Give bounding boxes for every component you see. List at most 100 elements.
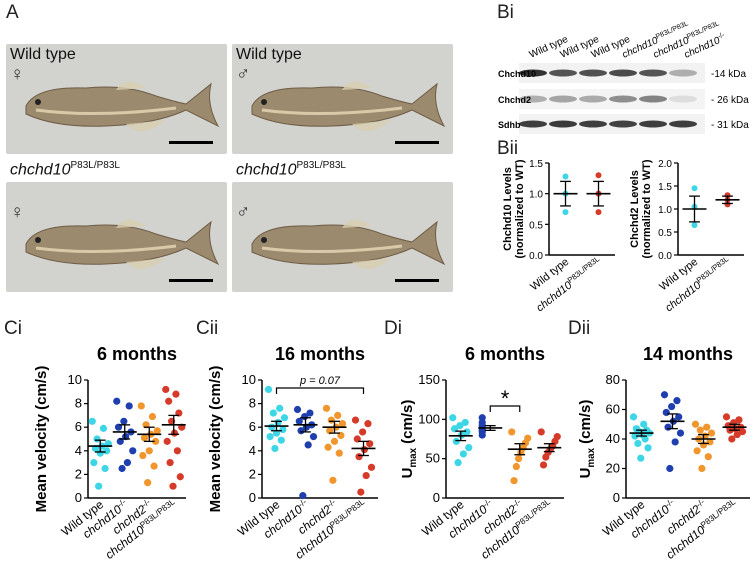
data-point (170, 429, 179, 437)
fish-eye (35, 99, 41, 105)
data-point (329, 476, 337, 484)
y-tick-label: 0 (613, 490, 620, 505)
data-point (359, 428, 367, 436)
panel-label-cii: Cii (196, 318, 219, 339)
data-point (169, 482, 177, 490)
data-point (478, 431, 486, 439)
data-point (165, 397, 173, 405)
blot-band (579, 69, 607, 77)
data-point (137, 402, 145, 410)
panel-label-bii: Bii (497, 138, 519, 159)
blot-strip-chchd2 (519, 89, 705, 109)
data-point (537, 428, 545, 436)
significance-bracket (489, 405, 521, 412)
data-point (459, 450, 468, 458)
data-point (595, 209, 602, 216)
data-point (309, 433, 318, 441)
fish-body (25, 220, 220, 266)
fish-stripe (261, 106, 403, 116)
chart-title: 6 months (97, 344, 177, 364)
blot-band (579, 120, 607, 128)
male-symbol-icon: ♂ (236, 202, 251, 223)
p-value-annotation: p = 0.07 (299, 375, 341, 387)
data-point (269, 409, 277, 417)
fish-image (25, 219, 220, 270)
data-point (465, 444, 473, 452)
data-point (274, 418, 282, 427)
y-axis-label: Umax (cm/s) (399, 400, 419, 479)
data-point (144, 479, 152, 487)
data-point (637, 454, 645, 462)
fish-stripe (261, 244, 403, 254)
blot-band (639, 69, 667, 77)
y-tick-label: 1.5 (529, 159, 543, 170)
data-point (140, 434, 149, 442)
blot-band (639, 95, 667, 103)
data-point (562, 209, 569, 216)
y-axis-label: Mean velocity (cm/s) (207, 366, 224, 513)
data-point (176, 473, 184, 481)
scale-bar (169, 279, 213, 282)
data-point (675, 413, 683, 421)
data-point (454, 459, 462, 467)
data-point (101, 464, 109, 473)
y-axis-label: Chchd2 Levels(normalized to WT) (629, 159, 653, 258)
fish-dorsal-fin (116, 219, 146, 228)
scale-bar (395, 141, 439, 144)
blot-band (609, 95, 637, 103)
data-point (129, 447, 137, 455)
data-point (335, 449, 343, 457)
data-point (271, 444, 279, 453)
y-tick-label: 0 (249, 490, 256, 505)
fish-stripe (35, 106, 177, 116)
data-point (562, 173, 569, 180)
significance-bracket (275, 387, 365, 394)
y-tick-label: 1.5 (658, 182, 672, 193)
data-point (93, 435, 101, 443)
data-point (357, 488, 365, 496)
data-point (280, 414, 289, 422)
fish-dorsal-fin (342, 219, 372, 228)
y-tick-label: 6 (249, 419, 256, 434)
photo-genotype-label: Wild type (236, 46, 302, 63)
data-point (95, 482, 103, 490)
y-tick-label: 20 (606, 461, 620, 476)
data-point (641, 435, 649, 443)
fish-anal-fin (352, 258, 392, 270)
data-point (508, 428, 516, 436)
data-point (327, 416, 335, 424)
data-point (673, 397, 681, 405)
photo-genotype-label-p83l-female: chchd10P83L/P83L (10, 160, 120, 179)
fish-eye (261, 237, 267, 243)
photo-genotype-label: Wild type (10, 46, 76, 63)
fish-photo-p83l-male: ♂ (232, 182, 453, 292)
data-point (631, 432, 639, 440)
blot-band (549, 120, 577, 128)
data-point (295, 417, 303, 425)
data-point (449, 414, 457, 422)
data-point (703, 423, 711, 431)
y-tick-label: 150 (418, 372, 440, 387)
blot-band (519, 95, 547, 103)
fish-eye (35, 237, 41, 243)
fish-anal-fin (126, 120, 166, 132)
data-point (162, 385, 170, 394)
y-tick-label: 10 (242, 372, 256, 387)
data-point (364, 420, 372, 428)
data-point (461, 418, 469, 427)
data-point (696, 426, 704, 434)
band-labels: Chchd10 -14 kDa Chchd2 - 26 kDa Sdhb - 31 kDa (498, 69, 749, 131)
chart-title: 16 months (275, 344, 365, 364)
data-point (118, 464, 126, 473)
data-point (738, 428, 747, 436)
y-tick-label: 10 (68, 372, 82, 387)
fish-image (25, 81, 220, 132)
y-tick-label: 1.0 (658, 205, 672, 216)
data-point (662, 408, 670, 417)
significance-star: * (501, 386, 510, 411)
data-point (166, 459, 174, 467)
